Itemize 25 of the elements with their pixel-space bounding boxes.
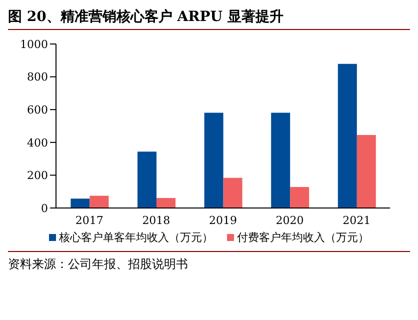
y-tick-label: 400 bbox=[27, 136, 48, 150]
x-tick-label: 2019 bbox=[209, 214, 237, 227]
bar bbox=[338, 64, 357, 208]
bar bbox=[271, 112, 290, 208]
y-tick-label: 800 bbox=[27, 70, 48, 84]
chart-title: 图 20、精准营销核心客户 ARPU 显著提升 bbox=[8, 8, 410, 30]
x-tick-label: 2018 bbox=[142, 214, 170, 227]
bar bbox=[290, 187, 310, 208]
y-tick-label: 600 bbox=[27, 104, 48, 117]
legend-label: 付费客户年均收入（万元） bbox=[237, 230, 369, 245]
bar bbox=[90, 196, 109, 208]
y-tick-label: 200 bbox=[27, 169, 48, 182]
text: 资料来源：公司年报、招股说明书 bbox=[8, 256, 189, 273]
legend-label: 核心客户单客年均收入（万元） bbox=[59, 230, 213, 245]
bar bbox=[137, 152, 156, 208]
bar bbox=[156, 198, 176, 208]
bar bbox=[356, 135, 376, 208]
x-tick-label: 2021 bbox=[342, 214, 371, 227]
y-tick-label: 1000 bbox=[20, 38, 48, 51]
bar bbox=[204, 112, 224, 208]
x-tick-label: 2017 bbox=[75, 214, 104, 227]
y-tick-label: 0 bbox=[41, 202, 48, 215]
x-tick-label: 2020 bbox=[276, 214, 304, 227]
bar bbox=[70, 198, 90, 208]
bar bbox=[223, 178, 242, 208]
